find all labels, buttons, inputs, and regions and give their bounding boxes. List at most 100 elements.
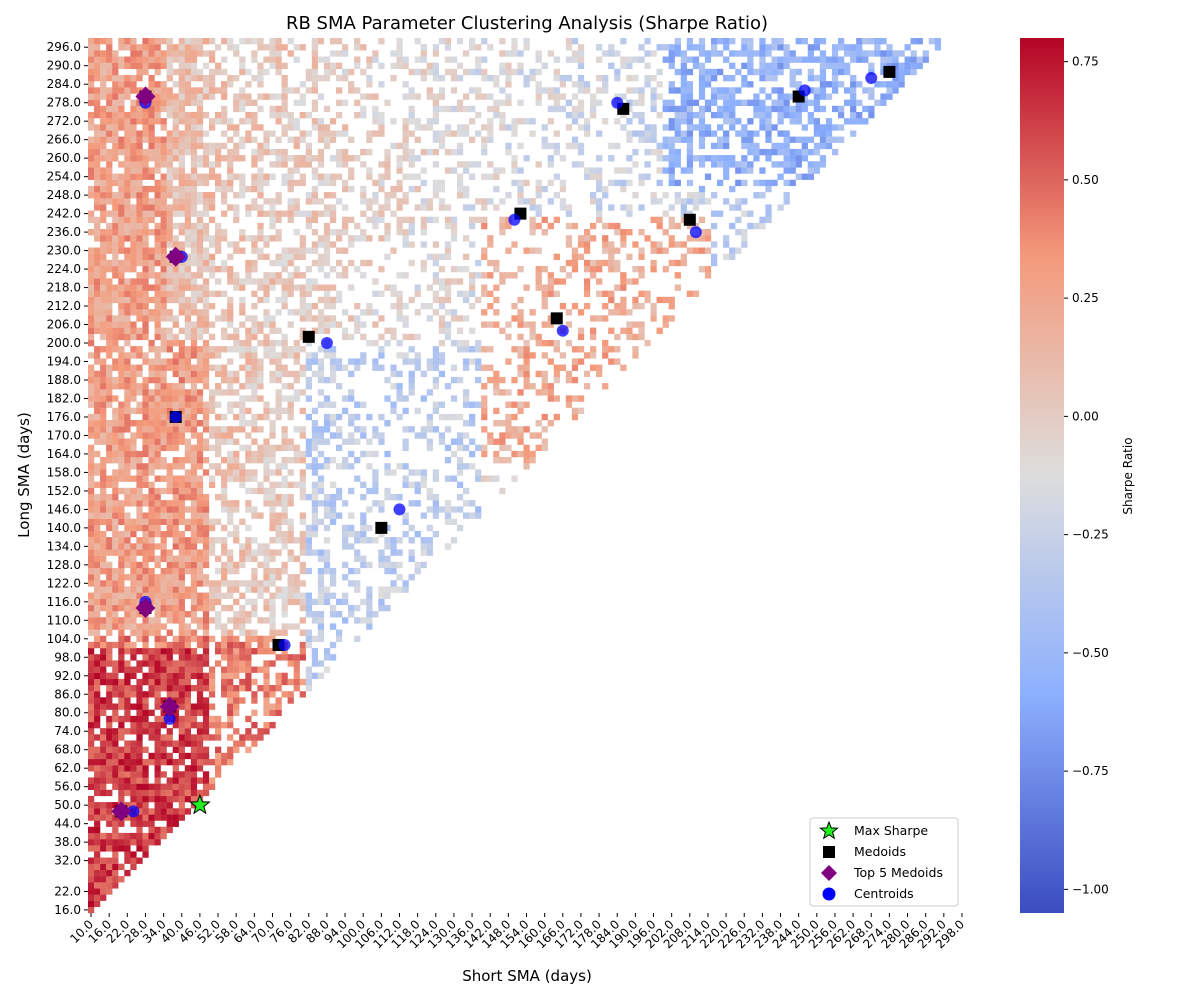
heatmap-cell (281, 130, 288, 137)
heatmap-cell (208, 56, 216, 63)
heatmap-cell (384, 148, 391, 156)
heatmap-cell (323, 395, 331, 402)
heatmap-cell (142, 721, 149, 729)
heatmap-cell (148, 87, 155, 94)
heatmap-cell (614, 142, 621, 150)
heatmap-cell (202, 38, 210, 45)
heatmap-cell (517, 346, 524, 353)
heatmap-cell (118, 179, 125, 187)
heatmap-cell (535, 389, 542, 396)
heatmap-cell (269, 222, 276, 230)
heatmap-cell (142, 235, 149, 242)
heatmap-cell (100, 567, 107, 575)
heatmap-cell (257, 173, 264, 180)
heatmap-cell (275, 685, 282, 692)
heatmap-cell (614, 358, 621, 365)
heatmap-cell (269, 691, 276, 698)
heatmap-cell (281, 44, 288, 51)
heatmap-cell (323, 438, 331, 445)
heatmap-cell (311, 327, 319, 334)
heatmap-cell (317, 574, 325, 581)
heatmap-cell (450, 278, 458, 285)
heatmap-cell (172, 278, 179, 285)
heatmap-cell (281, 124, 288, 131)
heatmap-cell (172, 765, 179, 772)
heatmap-cell (245, 210, 252, 217)
heatmap-cell (263, 198, 270, 205)
heatmap-cell (227, 506, 234, 513)
heatmap-cell (172, 789, 179, 797)
heatmap-cell (245, 364, 252, 371)
heatmap-cell (517, 99, 524, 106)
heatmap-cell (154, 62, 161, 70)
heatmap-cell (112, 376, 119, 384)
heatmap-cell (414, 284, 421, 291)
heatmap-cell (94, 493, 101, 501)
heatmap-cell (505, 426, 512, 433)
heatmap-cell (154, 703, 161, 710)
heatmap-cell (656, 167, 663, 174)
heatmap-cell (414, 561, 421, 569)
heatmap-cell (118, 259, 125, 267)
heatmap-cell (535, 278, 542, 285)
heatmap-cell (469, 38, 476, 45)
heatmap-cell (124, 247, 131, 254)
heatmap-cell (360, 401, 367, 408)
heatmap-cell (196, 623, 204, 630)
heatmap-cell (154, 93, 161, 100)
heatmap-cell (172, 111, 179, 119)
heatmap-cell (106, 432, 113, 439)
heatmap-cell (118, 820, 125, 827)
heatmap-cell (142, 475, 149, 482)
heatmap-cell (106, 302, 113, 310)
heatmap-cell (632, 278, 639, 285)
heatmap-cell (378, 216, 385, 224)
heatmap-cell (227, 654, 234, 661)
heatmap-cell (426, 524, 433, 532)
heatmap-cell (142, 771, 149, 778)
heatmap-cell (360, 555, 367, 562)
heatmap-cell (335, 130, 343, 137)
heatmap-cell (142, 216, 149, 224)
heatmap-cell (118, 302, 125, 310)
heatmap-cell (257, 370, 264, 378)
heatmap-cell (94, 105, 101, 113)
heatmap-cell (215, 265, 222, 273)
heatmap-cell (396, 142, 403, 150)
heatmap-cell (172, 235, 179, 242)
heatmap-cell (239, 592, 246, 599)
heatmap-cell (287, 179, 294, 187)
heatmap-cell (329, 592, 337, 599)
heatmap-cell (287, 370, 294, 378)
heatmap-cell (112, 592, 119, 599)
heatmap-cell (88, 99, 95, 106)
heatmap-cell (166, 93, 173, 100)
heatmap-cell (221, 229, 228, 236)
heatmap-cell (106, 290, 113, 297)
heatmap-cell (100, 198, 107, 205)
heatmap-cell (293, 346, 300, 353)
heatmap-cell (644, 81, 651, 88)
heatmap-cell (94, 771, 101, 778)
heatmap-cell (106, 574, 113, 581)
heatmap-cell (263, 173, 270, 180)
heatmap-cell (190, 198, 198, 205)
heatmap-cell (281, 530, 288, 538)
heatmap-cell (112, 537, 119, 544)
heatmap-cell (287, 413, 294, 421)
heatmap-cell (124, 845, 131, 852)
heatmap-cell (112, 420, 119, 427)
heatmap-cell (342, 500, 349, 507)
heatmap-cell (196, 87, 204, 94)
heatmap-cell (94, 56, 101, 63)
heatmap-cell (263, 549, 270, 556)
heatmap-cell (384, 592, 391, 599)
heatmap-cell (317, 592, 325, 599)
heatmap-cell (184, 216, 192, 224)
heatmap-cell (281, 111, 288, 119)
heatmap-cell (462, 315, 470, 322)
heatmap-cell (94, 506, 101, 513)
heatmap-cell (208, 241, 216, 248)
heatmap-cell (475, 87, 482, 94)
heatmap-cell (178, 678, 185, 686)
